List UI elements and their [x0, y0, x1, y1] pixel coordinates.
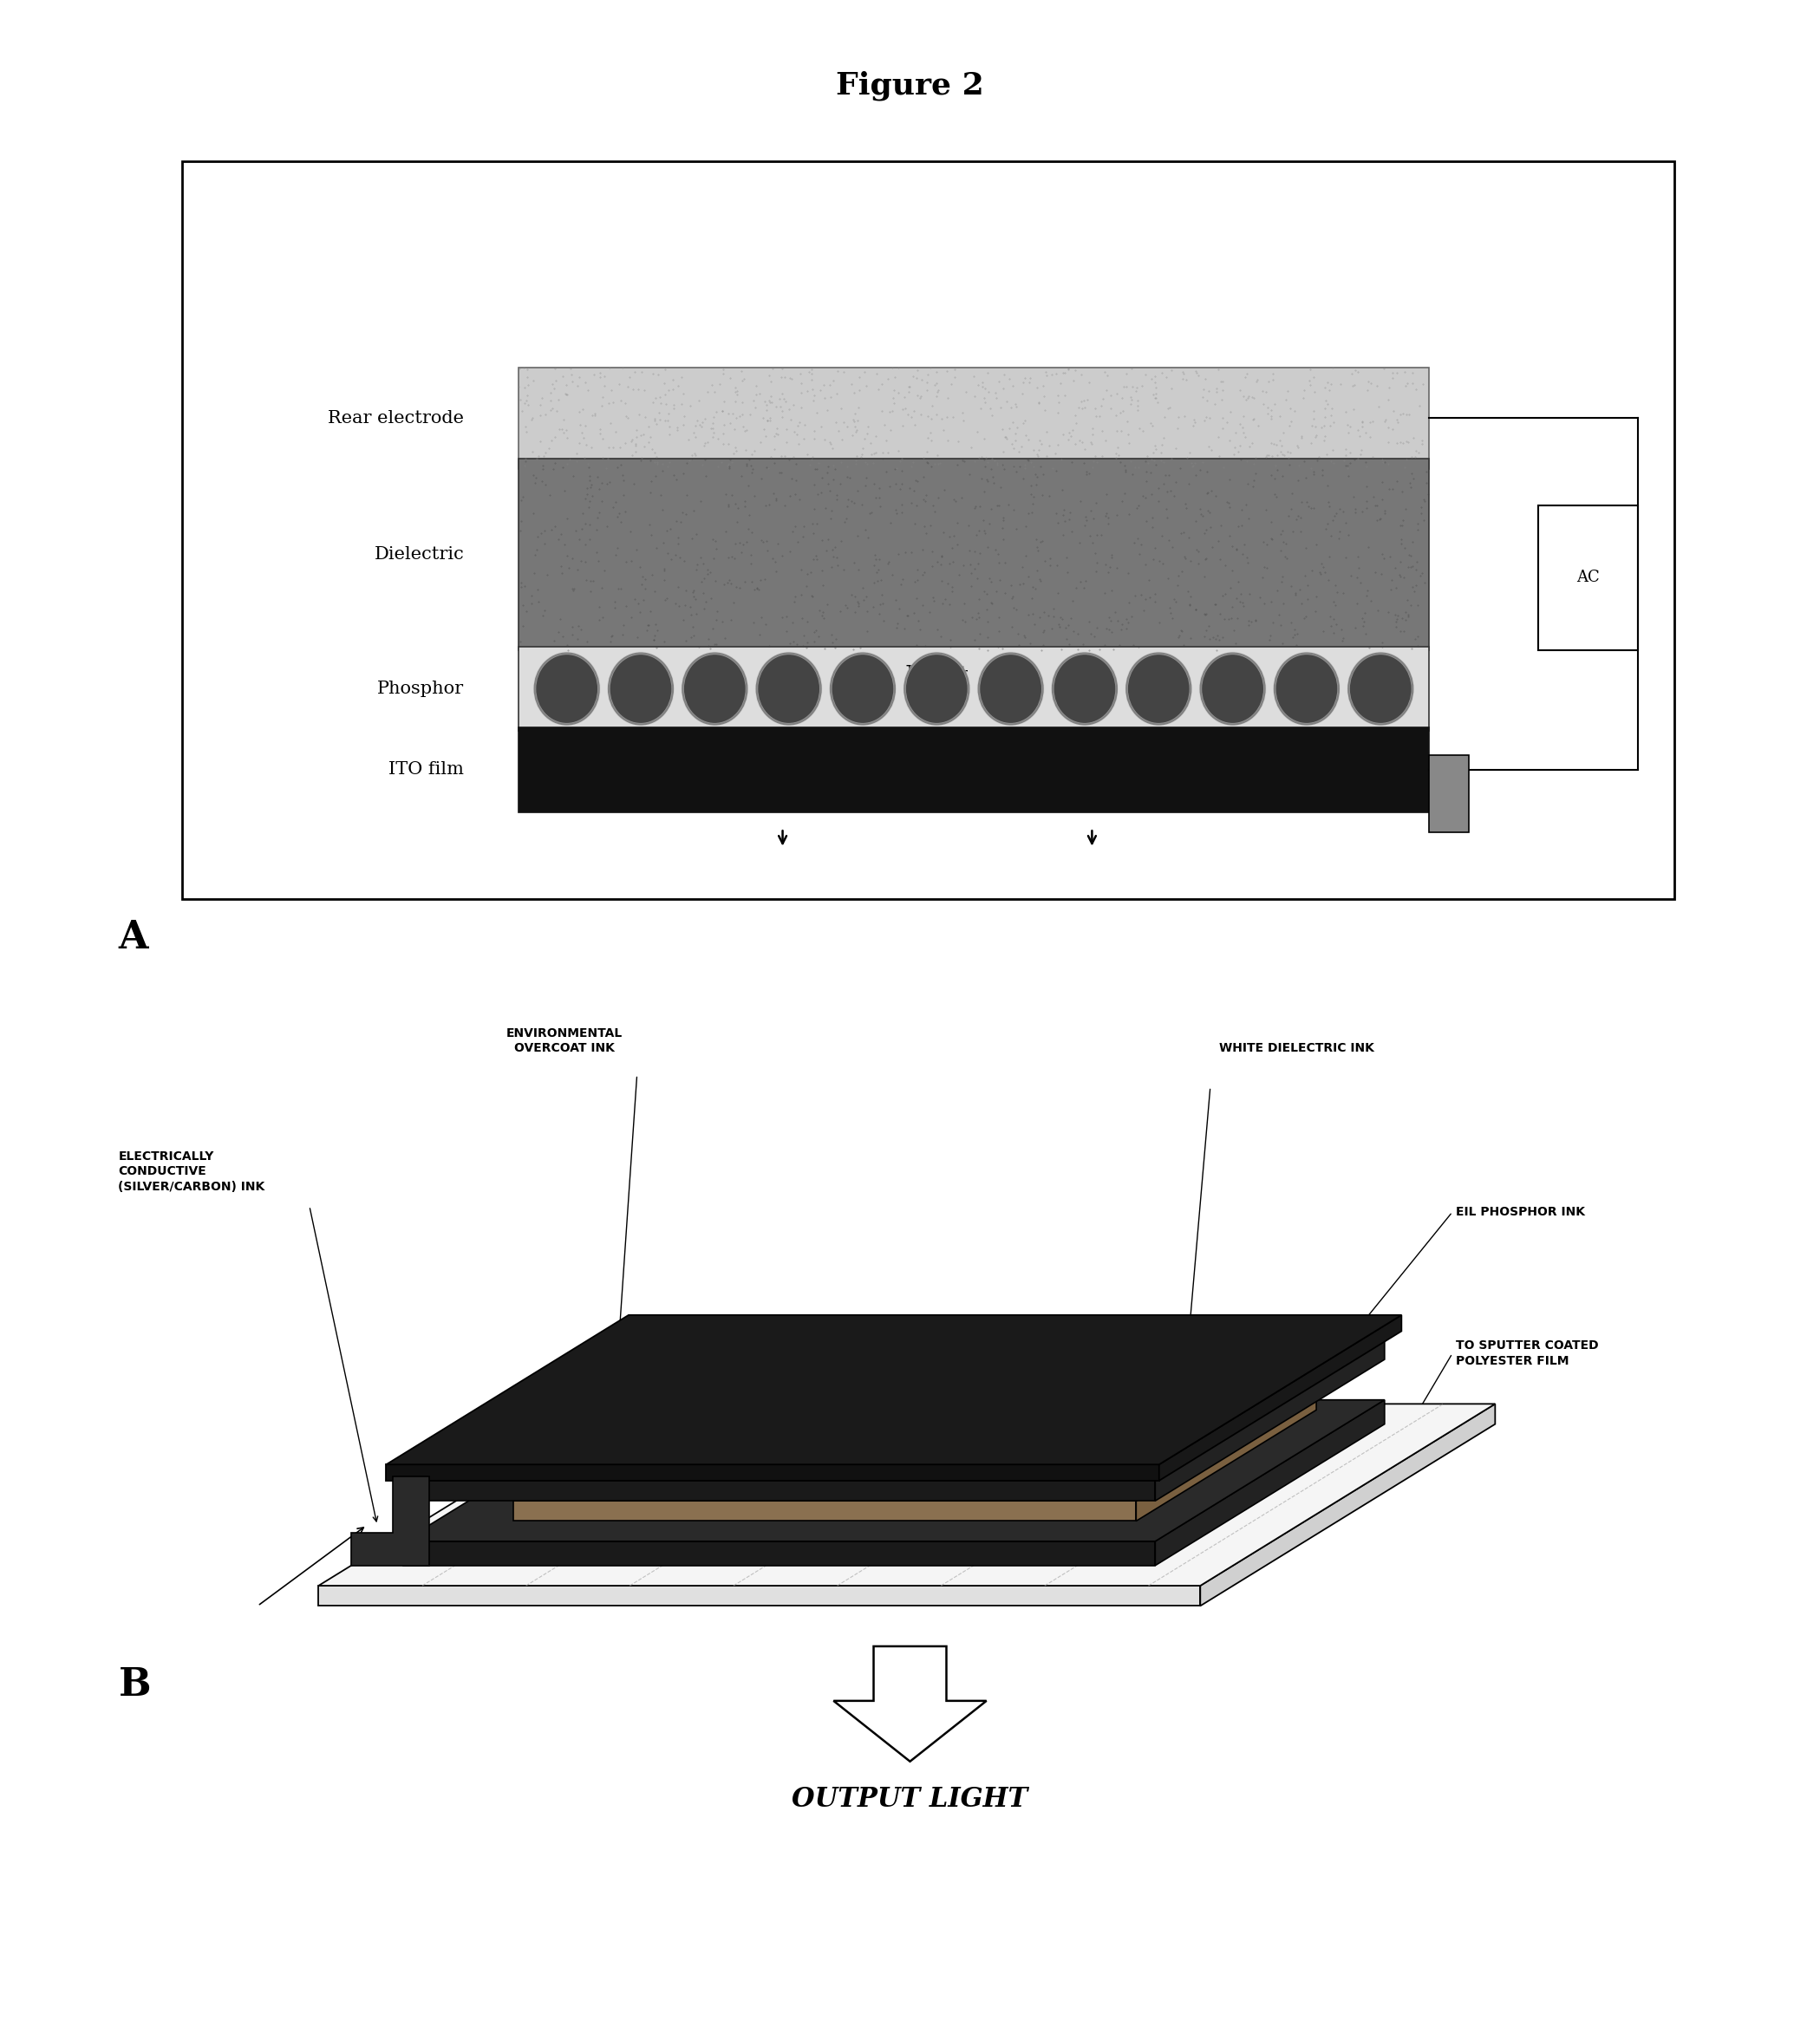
Bar — [1429, 755, 1469, 832]
Text: EIL PHOSPHOR INK: EIL PHOSPHOR INK — [1456, 1206, 1585, 1218]
Text: OUTPUT LIGHT: OUTPUT LIGHT — [792, 1786, 1028, 1812]
Ellipse shape — [1349, 652, 1412, 725]
Text: Rear electrode: Rear electrode — [328, 410, 464, 426]
Ellipse shape — [535, 652, 599, 725]
Text: Phosphor: Phosphor — [377, 681, 464, 697]
Ellipse shape — [830, 652, 895, 725]
Polygon shape — [1156, 1400, 1385, 1566]
Polygon shape — [318, 1404, 1494, 1586]
Polygon shape — [402, 1477, 1156, 1501]
Polygon shape — [1136, 1390, 1316, 1521]
Text: ENVIRONMENTAL
OVERCOAT INK: ENVIRONMENTAL OVERCOAT INK — [506, 1028, 622, 1054]
Text: Figure 2: Figure 2 — [835, 71, 985, 101]
Ellipse shape — [1127, 652, 1190, 725]
Bar — [1538, 505, 1638, 650]
Polygon shape — [513, 1390, 1316, 1501]
Text: AC: AC — [1576, 570, 1600, 586]
Polygon shape — [1159, 1315, 1401, 1481]
Bar — [519, 727, 1429, 812]
Text: B: B — [118, 1666, 151, 1703]
Text: A: A — [118, 919, 147, 955]
Polygon shape — [513, 1501, 1136, 1521]
Ellipse shape — [905, 652, 968, 725]
Polygon shape — [513, 1370, 1316, 1481]
Polygon shape — [386, 1464, 1159, 1481]
Ellipse shape — [682, 652, 746, 725]
Polygon shape — [386, 1315, 1401, 1464]
Ellipse shape — [979, 652, 1043, 725]
Polygon shape — [402, 1541, 1156, 1566]
Ellipse shape — [757, 652, 821, 725]
Ellipse shape — [608, 652, 673, 725]
Polygon shape — [834, 1646, 986, 1761]
Bar — [519, 459, 1429, 650]
Text: Light: Light — [905, 665, 970, 689]
Polygon shape — [351, 1477, 430, 1566]
Polygon shape — [513, 1481, 1136, 1501]
Text: ELECTRICALLY
CONDUCTIVE
(SILVER/CARBON) INK: ELECTRICALLY CONDUCTIVE (SILVER/CARBON) … — [118, 1151, 266, 1192]
Text: WHITE DIELECTRIC INK: WHITE DIELECTRIC INK — [1219, 1042, 1374, 1054]
Polygon shape — [1199, 1404, 1494, 1606]
Text: ITO film: ITO film — [389, 762, 464, 778]
Polygon shape — [1136, 1370, 1316, 1501]
Text: Dielectric: Dielectric — [375, 545, 464, 564]
Polygon shape — [402, 1335, 1385, 1477]
Ellipse shape — [1052, 652, 1117, 725]
Bar — [519, 646, 1429, 731]
Bar — [519, 368, 1429, 469]
Polygon shape — [318, 1586, 1199, 1606]
Ellipse shape — [1274, 652, 1340, 725]
Bar — [182, 162, 1674, 899]
Ellipse shape — [1201, 652, 1265, 725]
Text: TO SPUTTER COATED
POLYESTER FILM: TO SPUTTER COATED POLYESTER FILM — [1456, 1339, 1598, 1368]
Polygon shape — [402, 1400, 1385, 1541]
Polygon shape — [1156, 1335, 1385, 1501]
